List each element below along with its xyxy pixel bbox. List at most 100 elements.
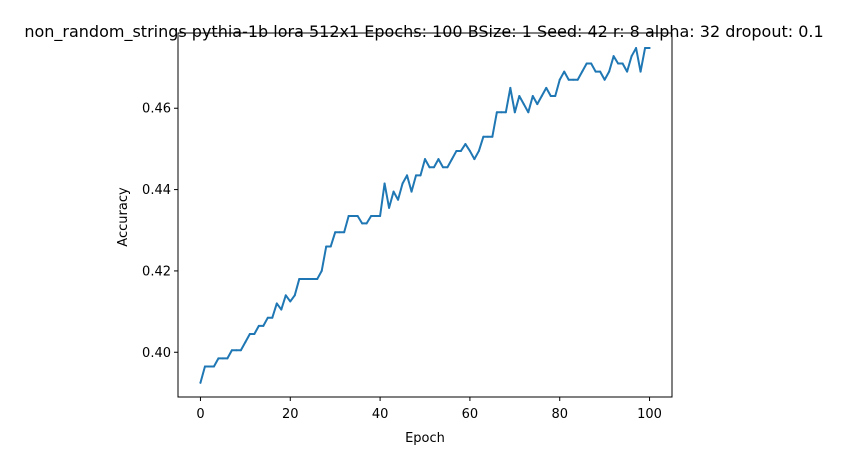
data-point — [235, 349, 238, 352]
data-point — [612, 55, 615, 58]
data-point — [432, 166, 435, 169]
data-point — [617, 62, 620, 65]
data-point — [257, 324, 260, 327]
data-point — [630, 55, 633, 58]
x-axis-label: Epoch — [405, 431, 445, 446]
data-points — [199, 47, 651, 384]
data-point — [446, 166, 449, 169]
data-point — [621, 62, 624, 65]
data-point — [311, 278, 314, 281]
data-point — [338, 231, 341, 234]
data-point — [361, 222, 364, 225]
data-point — [325, 245, 328, 248]
data-point — [320, 269, 323, 272]
data-point — [275, 302, 278, 305]
chart-title: non_random_strings pythia-1b lora 512x1 … — [24, 22, 823, 42]
x-tick-label: 60 — [462, 407, 479, 422]
data-point — [518, 95, 521, 98]
data-point — [491, 135, 494, 138]
data-point — [455, 149, 458, 152]
data-point — [626, 70, 629, 73]
data-point — [563, 70, 566, 73]
x-tick-label: 20 — [282, 407, 299, 422]
data-point — [406, 174, 409, 177]
data-point — [603, 78, 606, 81]
data-point — [248, 332, 251, 335]
data-point — [572, 78, 575, 81]
data-point — [217, 357, 220, 360]
data-point — [536, 103, 539, 106]
data-point — [212, 365, 215, 368]
data-point — [594, 70, 597, 73]
data-point — [271, 316, 274, 319]
data-point — [379, 215, 382, 218]
data-point — [352, 215, 355, 218]
data-point — [590, 62, 593, 65]
data-point — [221, 357, 224, 360]
data-point — [554, 95, 557, 98]
data-point — [576, 78, 579, 81]
data-point — [298, 278, 301, 281]
data-point — [280, 308, 283, 311]
data-point — [567, 78, 570, 81]
data-point — [226, 357, 229, 360]
data-point — [639, 70, 642, 73]
data-point — [495, 111, 498, 114]
y-tick-label: 0.46 — [142, 102, 171, 117]
data-point — [334, 231, 337, 234]
data-point — [513, 111, 516, 114]
data-point — [343, 231, 346, 234]
data-point — [464, 143, 467, 146]
data-point — [482, 135, 485, 138]
data-point — [477, 149, 480, 152]
data-point — [388, 206, 391, 209]
data-point — [293, 294, 296, 297]
y-axis-label: Accuracy — [116, 187, 131, 247]
data-point — [316, 278, 319, 281]
data-point — [486, 135, 489, 138]
data-point — [365, 222, 368, 225]
data-point — [419, 174, 422, 177]
data-point — [262, 324, 265, 327]
data-point — [441, 166, 444, 169]
y-tick-label: 0.44 — [142, 183, 171, 198]
data-point — [509, 86, 512, 89]
data-point — [410, 190, 413, 193]
data-point — [428, 166, 431, 169]
data-point — [266, 316, 269, 319]
data-point — [284, 294, 287, 297]
data-point — [307, 278, 310, 281]
data-point — [208, 365, 211, 368]
data-point — [401, 182, 404, 185]
x-tick-label: 100 — [637, 407, 662, 422]
data-point — [545, 86, 548, 89]
data-point — [473, 158, 476, 161]
data-point — [522, 103, 525, 106]
data-point — [558, 78, 561, 81]
data-point — [239, 349, 242, 352]
data-point — [648, 47, 651, 50]
data-point — [500, 111, 503, 114]
data-point — [374, 215, 377, 218]
data-point — [585, 62, 588, 65]
data-point — [415, 174, 418, 177]
data-point — [599, 70, 602, 73]
data-point — [289, 300, 292, 303]
data-point — [527, 111, 530, 114]
data-point — [635, 47, 638, 50]
x-tick-label: 80 — [551, 407, 568, 422]
data-point — [424, 158, 426, 161]
data-point — [531, 95, 534, 98]
data-point — [549, 95, 552, 98]
data-point — [244, 341, 247, 344]
data-point — [392, 190, 395, 193]
x-tick-label: 40 — [372, 407, 389, 422]
data-point — [199, 381, 202, 384]
data-point — [347, 215, 350, 218]
x-tick-label: 0 — [196, 407, 204, 422]
data-point — [356, 215, 359, 218]
data-point — [581, 70, 584, 73]
y-tick-label: 0.42 — [142, 264, 171, 279]
